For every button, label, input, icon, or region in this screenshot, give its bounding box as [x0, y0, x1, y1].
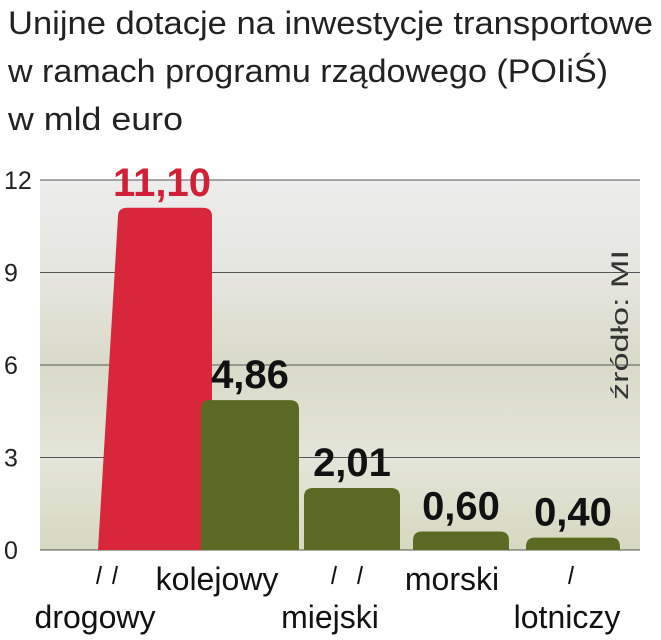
y-tick-label: 9: [4, 260, 18, 288]
tick-slash: [357, 565, 363, 585]
x-tick-label: morski: [405, 561, 499, 597]
chart-title: w ramach programu rządowego (POIiŚ): [7, 53, 608, 89]
bar: [304, 488, 400, 550]
x-tick-label: drogowy: [35, 599, 156, 635]
value-label: 11,10: [113, 161, 211, 205]
tick-slash: [96, 565, 102, 585]
value-label: 0,60: [422, 485, 500, 529]
chart-subtitle: w mld euro: [7, 101, 183, 137]
value-label: 0,40: [534, 491, 612, 535]
value-label: 4,86: [211, 353, 289, 397]
bar: [526, 537, 620, 550]
bar: [413, 531, 509, 550]
tick-slash: [568, 565, 574, 585]
tick-slash: [331, 565, 337, 585]
y-tick-label: 0: [4, 537, 18, 565]
y-tick-label: 6: [4, 352, 18, 380]
bar: [201, 400, 299, 550]
source: źródło: MI: [607, 250, 634, 400]
tick-slash: [112, 565, 118, 585]
x-tick-label: miejski: [281, 599, 379, 635]
bar: [98, 207, 212, 550]
y-tick-label: 3: [4, 445, 18, 473]
x-tick-label: kolejowy: [156, 561, 279, 597]
chart-title: Unijne dotacje na inwestycje transportow…: [8, 5, 653, 41]
y-tick-label: 12: [4, 167, 32, 195]
value-label: 2,01: [313, 441, 391, 485]
x-tick-label: lotniczy: [514, 599, 621, 635]
plot: 0 3 6 9 12 drogowy 11,10 kolejowy 4,86 miejski 2,0…: [4, 161, 640, 635]
